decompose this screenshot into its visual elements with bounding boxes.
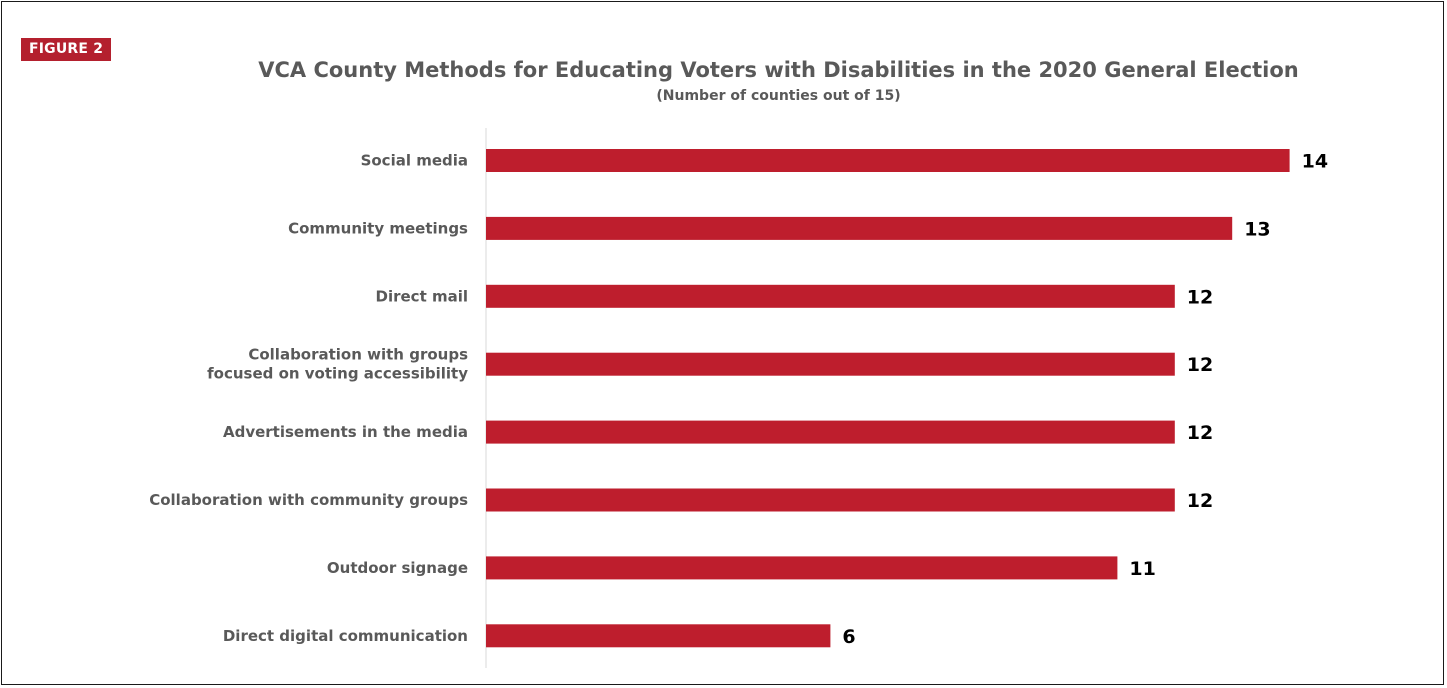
bar-2 xyxy=(486,284,1175,308)
value-label-5: 12 xyxy=(1187,490,1213,512)
value-label-7: 6 xyxy=(842,626,855,648)
category-label-2: Direct mail xyxy=(376,287,468,305)
category-label-4: Advertisements in the media xyxy=(223,423,468,441)
value-label-1: 13 xyxy=(1244,218,1270,240)
bar-0 xyxy=(486,149,1290,172)
value-label-4: 12 xyxy=(1187,422,1213,444)
category-label-3-line-0: Collaboration with groups xyxy=(248,346,468,364)
category-label-6: Outdoor signage xyxy=(327,559,468,577)
bar-6 xyxy=(486,556,1118,580)
bar-4 xyxy=(486,420,1175,444)
category-label-7: Direct digital communication xyxy=(223,627,468,645)
bar-3 xyxy=(486,352,1175,376)
chart-title: VCA County Methods for Educating Voters … xyxy=(258,58,1299,82)
category-label-5: Collaboration with community groups xyxy=(149,491,468,509)
value-label-3: 12 xyxy=(1187,354,1213,376)
bar-7 xyxy=(486,624,831,648)
value-label-2: 12 xyxy=(1187,286,1213,308)
value-label-0: 14 xyxy=(1302,151,1328,173)
value-label-6: 11 xyxy=(1129,558,1155,580)
category-label-3-line-1: focused on voting accessibility xyxy=(207,365,468,383)
figure-badge: FIGURE 2 xyxy=(21,38,112,61)
category-label-0: Social media xyxy=(361,152,468,170)
bar-1 xyxy=(486,216,1233,240)
chart-subtitle: (Number of counties out of 15) xyxy=(656,88,901,104)
category-label-1: Community meetings xyxy=(288,219,468,237)
bar-5 xyxy=(486,488,1175,512)
